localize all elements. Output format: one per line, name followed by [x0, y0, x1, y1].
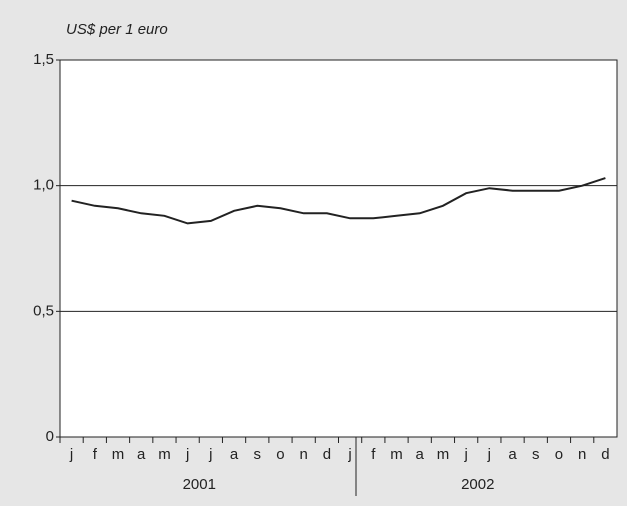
y-tick-label: 1,5	[33, 51, 54, 68]
x-tick-label: m	[390, 446, 403, 463]
x-tick-label: a	[416, 446, 425, 463]
x-tick-label: a	[230, 446, 239, 463]
year-label: 2002	[461, 476, 494, 493]
x-tick-label: m	[112, 446, 125, 463]
x-tick-label: d	[323, 446, 331, 463]
x-tick-label: f	[371, 446, 376, 463]
y-tick-label: 0,5	[33, 302, 54, 319]
year-label: 2001	[183, 476, 216, 493]
x-tick-label: m	[437, 446, 450, 463]
x-tick-label: n	[578, 446, 586, 463]
x-tick-label: j	[69, 446, 73, 463]
plot-area	[59, 59, 618, 438]
x-tick-label: f	[93, 446, 98, 463]
x-tick-label: j	[347, 446, 351, 463]
x-tick-label: j	[463, 446, 467, 463]
x-tick-label: j	[185, 446, 189, 463]
x-tick-label: s	[254, 446, 262, 463]
x-tick-label: m	[158, 446, 171, 463]
x-tick-label: d	[601, 446, 609, 463]
line	[71, 177, 606, 225]
chart-title: US$ per 1 euro	[66, 21, 168, 38]
y-tick-label: 1,0	[33, 177, 54, 194]
x-tick-label: j	[208, 446, 212, 463]
x-tick-label: o	[555, 446, 563, 463]
x-tick-label: o	[276, 446, 284, 463]
y-tick-label: 0	[46, 428, 54, 445]
x-tick-label: s	[532, 446, 540, 463]
x-tick-label: a	[508, 446, 517, 463]
x-tick-label: j	[487, 446, 491, 463]
x-tick-label: a	[137, 446, 146, 463]
x-tick-label: n	[300, 446, 308, 463]
